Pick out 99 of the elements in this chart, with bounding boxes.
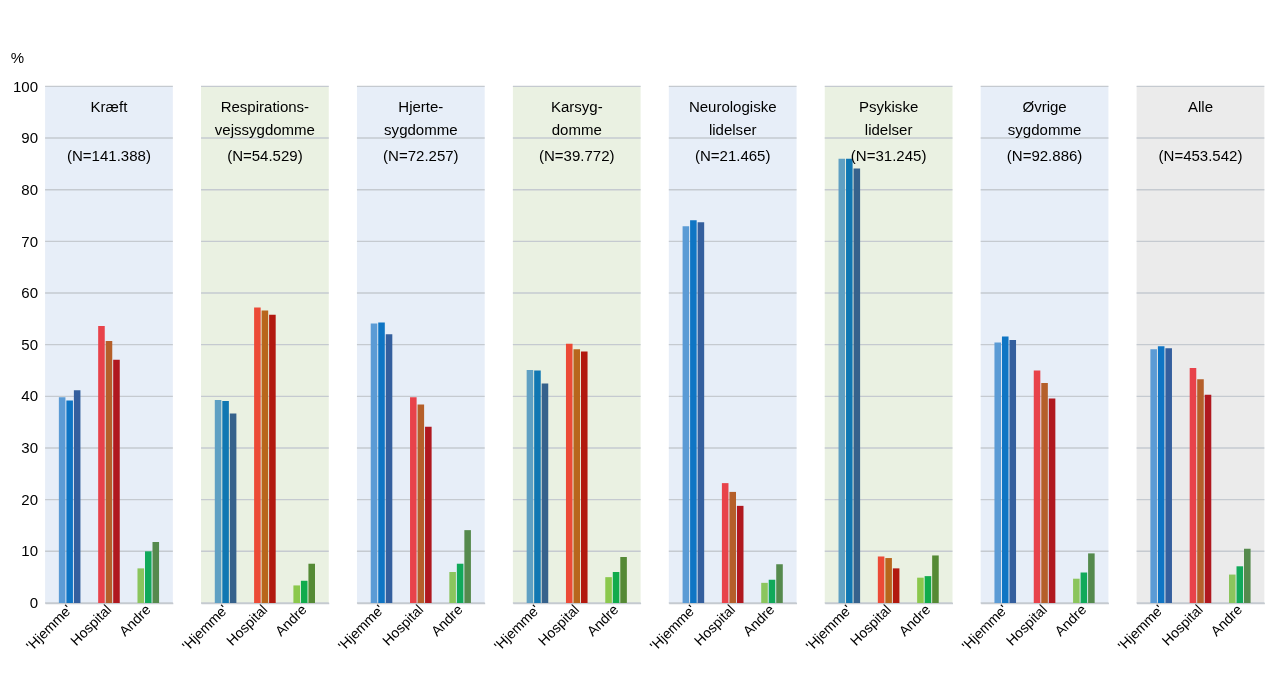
bar [229,413,237,603]
bar [526,369,534,603]
bar [541,383,549,603]
text: Øvrige sygdomme [1007,97,1082,139]
bar [1204,394,1212,603]
bar [1189,367,1197,603]
bar [222,400,229,603]
bar [385,334,393,603]
text: Kræft [90,97,129,115]
bar [269,314,276,603]
bar [534,370,541,603]
text: Neurologiske lidelser [688,97,777,139]
bar [66,400,73,603]
text: Psykiske lidelser [859,97,919,139]
bar [1080,572,1088,603]
bar [1009,340,1017,603]
bar [846,158,853,603]
bar [1150,349,1157,603]
bar [1088,553,1095,603]
bar [105,341,113,603]
bar [254,307,261,603]
bar [144,551,152,603]
bar [98,326,105,603]
bar [113,359,120,603]
bar [370,323,378,603]
bar [917,577,924,603]
bar [932,555,939,603]
bar [768,579,776,603]
bar [690,220,697,603]
bar [293,585,300,603]
bar [682,226,690,603]
bar [776,564,783,603]
bar [1244,548,1251,603]
text: (N=141.388) [67,147,151,165]
text: (N=39.772) [538,147,615,165]
bar [580,351,588,603]
bar [1048,398,1056,603]
bar [410,397,417,603]
bar [425,426,432,603]
y-tick-label: 50 [21,335,39,353]
bar [612,571,620,603]
text: (N=92.886) [1006,147,1083,165]
bar [761,582,768,603]
bar [214,399,222,603]
bar [736,505,744,603]
bar [417,404,425,603]
y-tick-label: 30 [21,439,39,457]
bar [300,580,308,603]
bar [1001,336,1009,603]
bar [152,542,160,603]
bar [924,576,932,603]
bar [605,577,612,603]
text: Respirations- vejssygdomme [214,97,315,139]
y-tick-label: 20 [21,490,39,508]
y-tick-label: 100 [12,77,39,95]
bar [994,342,1002,603]
bar [464,530,471,603]
bar [620,557,627,603]
bar [1041,382,1048,603]
y-tick-label: 70 [21,232,39,250]
bar [838,158,846,603]
y-tick-label: 90 [21,129,39,147]
bar [721,483,729,603]
text: Hjerte- sygdomme [384,97,458,139]
bar [1073,578,1080,603]
bar [137,568,145,603]
text: (N=72.257) [383,147,459,165]
text: (N=54.529) [227,147,303,165]
bar [729,491,736,603]
text: Karsyg- domme [550,97,603,139]
bar [1157,346,1165,603]
y-axis-title: % [10,49,25,67]
bar [261,310,269,603]
bar [853,168,861,603]
bar [449,571,456,603]
text: (N=21.465) [694,147,771,165]
bar [73,390,81,603]
bar [308,563,315,603]
bar [573,349,581,603]
bar [885,558,892,603]
bar [565,343,573,603]
bar [892,568,900,603]
y-tick-label: 60 [21,284,39,302]
bar [877,556,885,603]
bar [1165,348,1172,603]
text: (N=453.542) [1158,147,1243,165]
bar [1033,370,1041,603]
bar [58,397,66,603]
text: Alle [1187,97,1214,115]
bar [1229,574,1236,603]
text: (N=31.245) [850,147,927,165]
bar [1197,379,1204,603]
y-tick-label: 80 [21,180,39,198]
bar [378,322,385,603]
y-tick-label: 40 [21,387,39,405]
bar [697,222,705,603]
y-tick-label: 10 [21,542,39,560]
bar [1236,566,1244,603]
bar [456,563,464,603]
